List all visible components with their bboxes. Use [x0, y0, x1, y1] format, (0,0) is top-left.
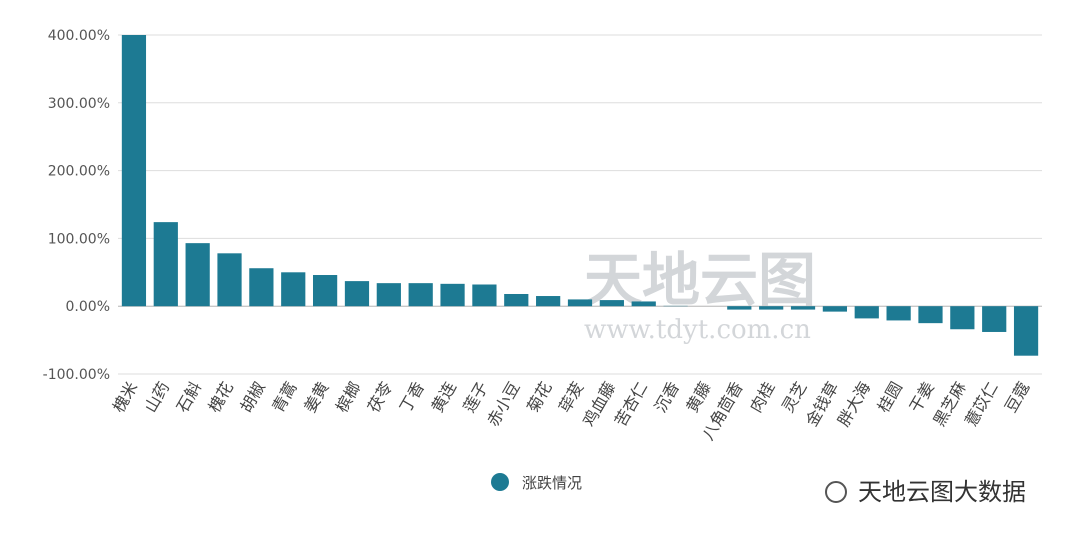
x-tick-label: 姜黄	[300, 379, 332, 416]
x-tick-label: 黄藤	[682, 379, 714, 416]
x-tick-label: 干姜	[905, 379, 937, 416]
y-tick-label: 300.00%	[48, 96, 110, 112]
x-tick-label: 苦杏仁	[611, 379, 651, 430]
x-tick-label: 槟榔	[332, 379, 364, 416]
y-tick-label: 200.00%	[48, 164, 110, 180]
watermark: 天地云图大数据	[858, 478, 1026, 506]
bar	[504, 294, 528, 306]
x-tick-label: 黄连	[428, 379, 460, 416]
bar	[632, 301, 656, 306]
bar	[186, 243, 210, 306]
x-tick-label: 茯苓	[364, 379, 396, 416]
x-tick-label: 莲子	[459, 379, 491, 416]
bar	[472, 285, 496, 307]
bar	[982, 306, 1006, 332]
x-tick-label: 胡椒	[236, 379, 268, 416]
x-tick-label: 沉香	[651, 379, 683, 416]
bar	[409, 283, 433, 306]
bar	[122, 35, 146, 306]
bar	[217, 253, 241, 306]
bar	[313, 275, 337, 306]
bar	[440, 284, 464, 306]
wechat-icon	[826, 482, 846, 502]
x-tick-label: 石斛	[173, 379, 205, 416]
legend-marker	[491, 473, 509, 491]
x-tick-label: 丁香	[396, 379, 428, 416]
bar	[791, 306, 815, 309]
y-tick-label: 100.00%	[48, 231, 110, 247]
y-tick-label: -100.00%	[43, 367, 110, 383]
x-tick-label: 桂圆	[874, 379, 906, 416]
bar	[823, 306, 847, 311]
bar	[568, 299, 592, 306]
x-tick-label: 青蒿	[268, 379, 300, 416]
bar	[600, 300, 624, 306]
x-tick-label: 槐米	[109, 379, 141, 416]
bar	[918, 306, 942, 323]
x-tick-label: 灵芝	[778, 379, 810, 416]
bar	[536, 296, 560, 306]
x-tick-label: 肉桂	[746, 379, 778, 416]
x-tick-label: 胖大海	[834, 379, 874, 430]
bar	[281, 272, 305, 306]
bar	[855, 306, 879, 318]
y-tick-label: 400.00%	[48, 28, 110, 44]
x-tick-label: 豆蔻	[1001, 379, 1033, 416]
bar	[377, 283, 401, 306]
y-tick-label: 0.00%	[66, 299, 110, 315]
x-tick-label: 赤小豆	[483, 379, 523, 430]
bar	[759, 306, 783, 309]
bar	[249, 268, 273, 306]
bar	[154, 222, 178, 306]
x-tick-label: 薏苡仁	[961, 379, 1001, 430]
x-tick-label: 槐花	[205, 379, 237, 416]
x-tick-label: 荜茇	[555, 379, 587, 416]
bar	[727, 306, 751, 309]
bar	[345, 281, 369, 306]
legend-label: 涨跌情况	[522, 474, 582, 492]
x-tick-label: 山药	[141, 379, 173, 416]
watermark: www.tdyt.com.cn	[584, 315, 811, 345]
x-tick-label: 菊花	[523, 379, 555, 416]
bar	[950, 306, 974, 329]
bar	[1014, 306, 1038, 355]
bar	[887, 306, 911, 320]
